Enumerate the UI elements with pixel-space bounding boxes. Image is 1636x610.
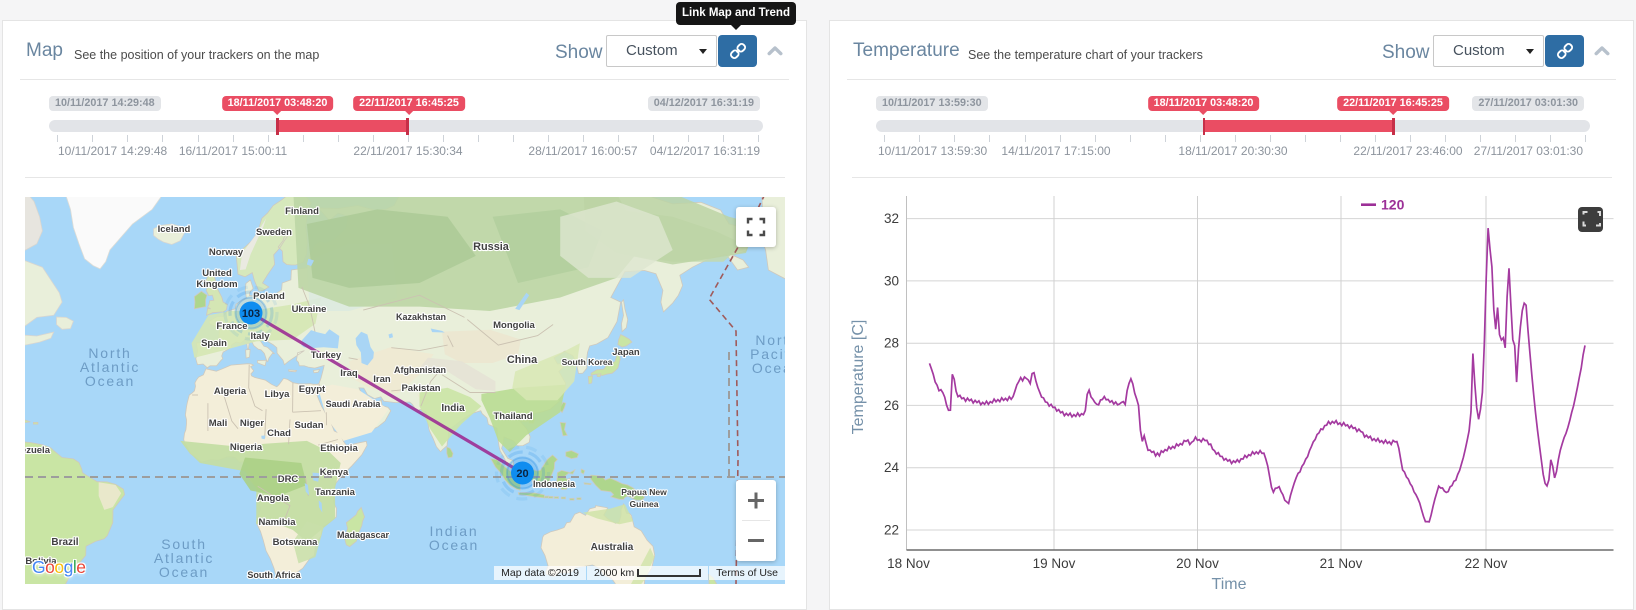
svg-text:Sweden: Sweden: [256, 227, 292, 238]
svg-text:Algeria: Algeria: [214, 386, 247, 397]
svg-text:24: 24: [884, 460, 900, 475]
svg-text:Iraq: Iraq: [340, 368, 358, 379]
svg-text:North: North: [755, 332, 785, 348]
svg-text:Poland: Poland: [253, 291, 285, 302]
svg-text:Italy: Italy: [250, 331, 270, 342]
svg-text:18 Nov: 18 Nov: [887, 556, 930, 571]
svg-text:20 Nov: 20 Nov: [1176, 556, 1219, 571]
svg-text:South Africa: South Africa: [247, 570, 301, 580]
svg-text:20: 20: [516, 468, 528, 480]
svg-text:South: South: [161, 536, 207, 552]
svg-text:28: 28: [884, 336, 899, 351]
svg-text:Kazakhstan: Kazakhstan: [396, 312, 446, 322]
svg-text:Chad: Chad: [267, 428, 291, 439]
svg-text:Finland: Finland: [285, 206, 319, 217]
svg-text:Guinea: Guinea: [630, 499, 659, 509]
svg-text:Mongolia: Mongolia: [493, 320, 535, 331]
svg-text:103: 103: [242, 308, 260, 320]
svg-text:Ethiopia: Ethiopia: [320, 443, 358, 454]
svg-text:120: 120: [1381, 197, 1405, 213]
svg-text:Kenya: Kenya: [320, 467, 349, 478]
svg-text:30: 30: [884, 273, 899, 288]
svg-text:Kingdom: Kingdom: [196, 279, 237, 290]
svg-text:Nigeria: Nigeria: [230, 442, 263, 453]
svg-text:Papua New: Papua New: [621, 487, 667, 497]
svg-text:Turkey: Turkey: [311, 350, 342, 361]
svg-text:Norway: Norway: [209, 247, 244, 258]
svg-text:Iran: Iran: [373, 374, 391, 385]
svg-text:Libya: Libya: [265, 389, 291, 400]
svg-text:France: France: [216, 321, 247, 332]
svg-text:South Korea: South Korea: [562, 357, 613, 367]
svg-text:22 Nov: 22 Nov: [1465, 556, 1508, 571]
svg-text:China: China: [507, 354, 538, 366]
svg-text:Indian: Indian: [430, 523, 479, 539]
svg-text:Ocean: Ocean: [752, 360, 785, 376]
svg-text:Madagascar: Madagascar: [337, 530, 390, 540]
svg-text:Brazil: Brazil: [51, 537, 78, 548]
svg-text:Niger: Niger: [240, 418, 265, 429]
svg-text:Pakistan: Pakistan: [401, 383, 440, 394]
svg-text:Pacific: Pacific: [750, 346, 785, 362]
svg-text:Venezuela: Venezuela: [25, 445, 51, 456]
svg-text:United: United: [202, 268, 232, 279]
svg-text:21 Nov: 21 Nov: [1320, 556, 1363, 571]
svg-text:Atlantic: Atlantic: [154, 550, 214, 566]
svg-text:DRC: DRC: [278, 474, 299, 485]
svg-text:Ukraine: Ukraine: [292, 304, 327, 315]
svg-text:Ocean: Ocean: [429, 537, 479, 553]
svg-text:Mali: Mali: [209, 418, 227, 429]
svg-text:Ocean: Ocean: [159, 564, 209, 580]
svg-text:Egypt: Egypt: [299, 384, 326, 395]
svg-text:Tanzania: Tanzania: [315, 487, 356, 498]
svg-text:Japan: Japan: [612, 347, 640, 358]
svg-text:North: North: [88, 345, 131, 361]
svg-text:India: India: [441, 403, 465, 414]
svg-text:Thailand: Thailand: [493, 411, 532, 422]
svg-text:Indonesia: Indonesia: [533, 479, 576, 489]
svg-text:Time: Time: [1212, 576, 1247, 593]
svg-text:Sudan: Sudan: [294, 420, 323, 431]
svg-text:Iceland: Iceland: [158, 224, 191, 235]
svg-text:32: 32: [884, 211, 899, 226]
svg-text:Spain: Spain: [201, 338, 227, 349]
svg-text:Temperature [C]: Temperature [C]: [850, 320, 867, 435]
svg-text:26: 26: [884, 398, 899, 413]
svg-text:Angola: Angola: [257, 493, 290, 504]
svg-text:19 Nov: 19 Nov: [1033, 556, 1076, 571]
svg-text:22: 22: [884, 523, 899, 538]
svg-text:Bolivia: Bolivia: [25, 556, 57, 567]
svg-text:Russia: Russia: [473, 241, 510, 253]
svg-text:Afghanistan: Afghanistan: [394, 365, 446, 375]
svg-text:Atlantic: Atlantic: [80, 359, 140, 375]
svg-text:Botswana: Botswana: [273, 537, 319, 548]
svg-text:Namibia: Namibia: [259, 517, 297, 528]
svg-text:Ocean: Ocean: [85, 373, 135, 389]
svg-text:Saudi Arabia: Saudi Arabia: [326, 399, 382, 409]
svg-text:Australia: Australia: [591, 542, 634, 553]
